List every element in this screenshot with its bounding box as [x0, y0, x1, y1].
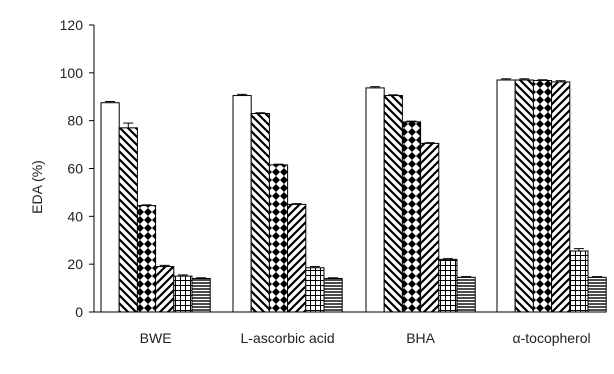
bar-plain-0	[100, 102, 120, 313]
bar-plain-2	[365, 87, 385, 313]
bar-grid-0	[173, 275, 193, 313]
bar-grid-1	[305, 267, 325, 313]
x-category-label: L-ascorbic acid	[241, 330, 335, 346]
bar-diag-up-0	[155, 266, 175, 313]
x-axis-labels: BWE L-ascorbic acid BHA α-tocopherol	[140, 330, 591, 346]
bar-diag-down-2	[383, 95, 403, 313]
bar-diamonds-3	[532, 79, 553, 313]
y-tick-label: 120	[60, 17, 84, 33]
bar-horizontal-1	[323, 278, 343, 313]
bar-diag-down-1	[250, 112, 270, 313]
x-category-label: BWE	[140, 330, 172, 346]
y-axis-title: EDA (%)	[29, 160, 45, 214]
bar-grid-2	[438, 258, 458, 313]
bar-plain-3	[496, 79, 516, 313]
y-tick-label: 20	[67, 256, 83, 272]
bars	[100, 78, 607, 313]
bar-diamonds-1	[268, 164, 289, 313]
bar-horizontal-2	[456, 276, 476, 313]
bar-diamonds-0	[136, 205, 157, 313]
bar-horizontal-0	[191, 278, 211, 313]
bar-diag-up-1	[287, 203, 307, 313]
bar-diag-up-3	[551, 81, 571, 313]
y-tick-label: 100	[60, 65, 84, 81]
y-tick-label: 80	[67, 113, 83, 129]
y-tick-label: 60	[67, 161, 83, 177]
bar-horizontal-3	[587, 276, 607, 313]
y-tick-label: 40	[67, 208, 83, 224]
bar-diag-up-2	[420, 142, 440, 313]
bar-diamonds-2	[401, 121, 422, 313]
y-tick-label: 0	[75, 304, 83, 320]
bar-diag-down-0	[118, 127, 138, 313]
y-axis-ticks: 0 20 40 60 80 100 120	[60, 17, 94, 320]
x-category-label: BHA	[406, 330, 435, 346]
bar-plain-1	[232, 95, 252, 313]
bar-diag-down-3	[514, 79, 534, 313]
x-category-label: α-tocopherol	[513, 330, 591, 346]
bar-grid-3	[569, 250, 589, 313]
